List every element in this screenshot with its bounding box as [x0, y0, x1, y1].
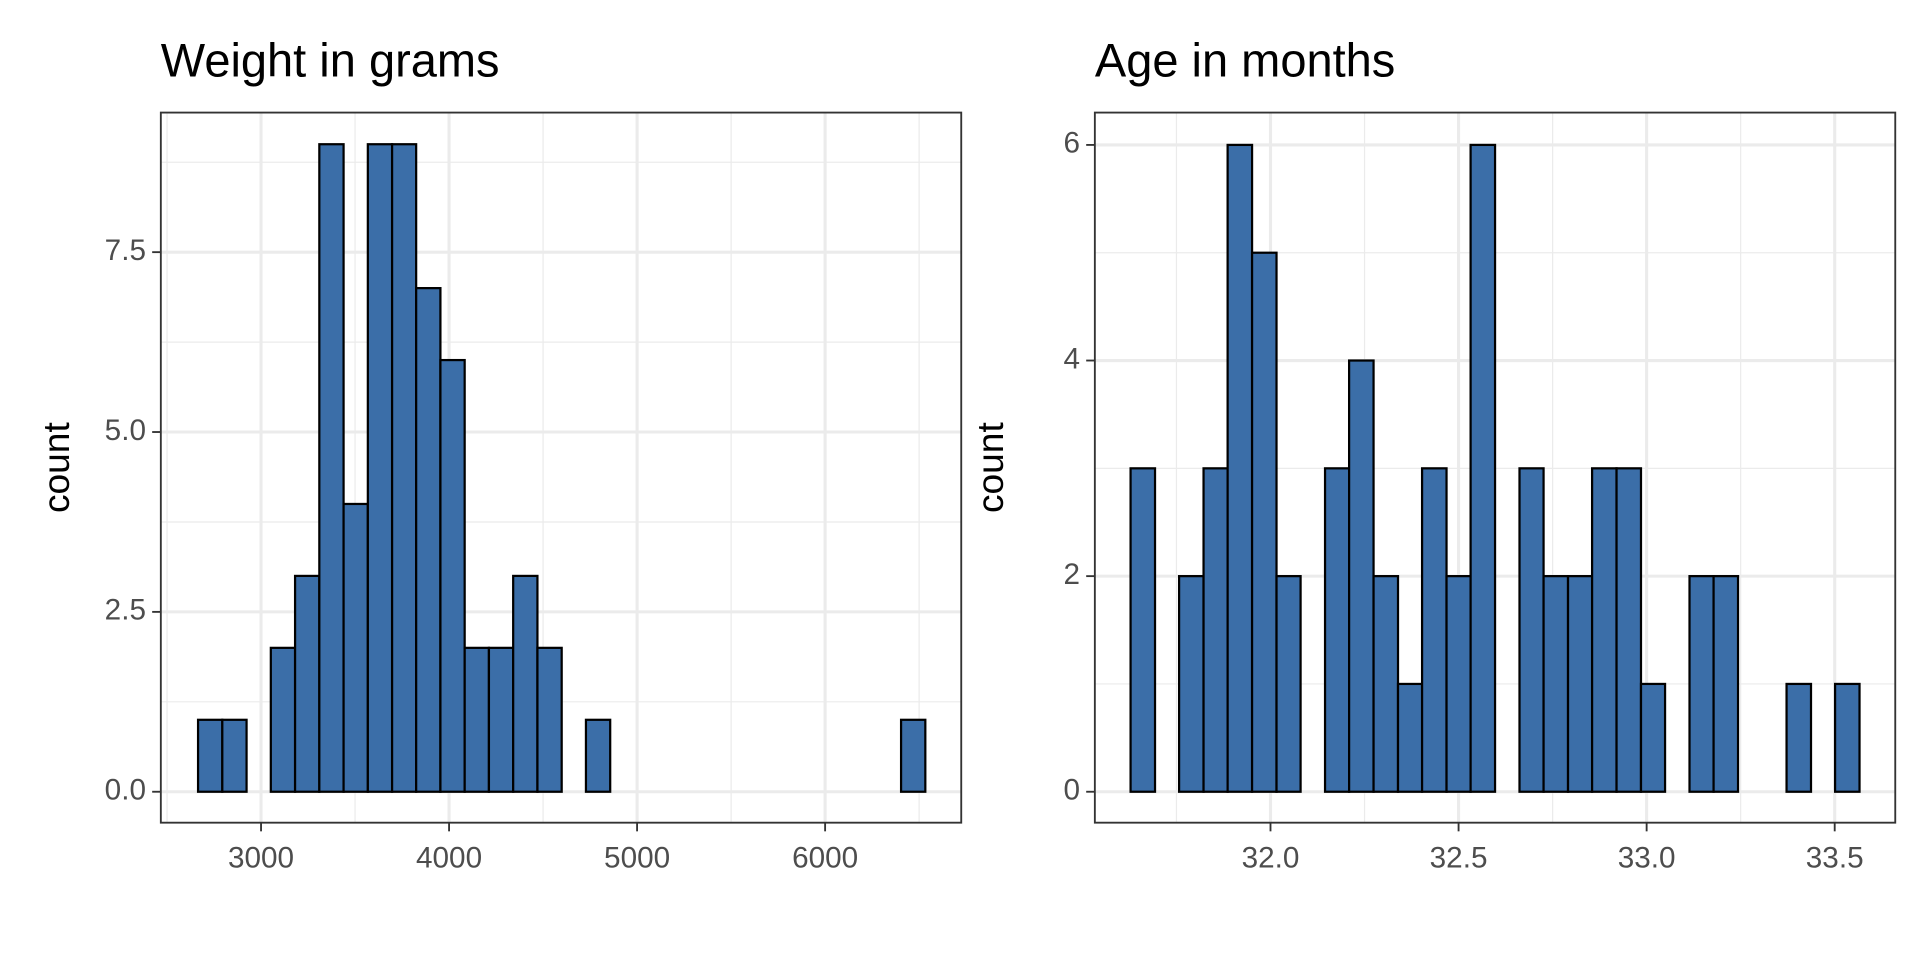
bar: [1833, 682, 1861, 793]
bar: [487, 646, 515, 793]
bar: [899, 718, 927, 793]
bar: [1566, 575, 1594, 793]
bar: [1347, 359, 1375, 793]
chart-title: Weight in grams: [161, 34, 500, 87]
bar: [1542, 575, 1570, 793]
x-tick-label: 33.5: [1806, 842, 1864, 875]
bar: [463, 646, 491, 793]
panel-border: [1093, 111, 1897, 824]
bar: [1226, 143, 1254, 793]
x-tick-label: 6000: [792, 842, 858, 875]
y-tick-label: 2: [1063, 558, 1080, 591]
bar: [1420, 467, 1448, 793]
y-tick-label: 4: [1063, 342, 1080, 375]
bar: [1615, 467, 1643, 793]
x-tick-label: 32.0: [1242, 842, 1300, 875]
bar: [1129, 467, 1157, 793]
bar: [415, 287, 442, 793]
bar: [512, 574, 539, 793]
bar: [196, 718, 224, 793]
y-tick-label: 2.5: [105, 594, 146, 627]
bar: [1177, 575, 1205, 793]
bar: [439, 358, 466, 793]
bar: [1396, 682, 1424, 793]
bar: [318, 143, 345, 793]
bar: [536, 646, 563, 793]
bar: [584, 718, 612, 793]
y-tick-label: 7.5: [105, 234, 146, 267]
y-tick-label: 5.0: [105, 414, 146, 447]
x-tick-label: 5000: [604, 842, 670, 875]
bar: [1202, 467, 1229, 793]
bar: [1639, 682, 1667, 793]
bar: [1518, 467, 1545, 793]
bar: [1323, 467, 1351, 793]
panel-border: [159, 111, 963, 824]
y-tick-label: 6: [1063, 127, 1080, 160]
bar: [293, 574, 321, 793]
bar: [1250, 251, 1278, 793]
x-tick-label: 4000: [416, 842, 482, 875]
x-tick-label: 32.5: [1430, 842, 1488, 875]
y-axis-label: count: [969, 422, 1011, 513]
bar: [1275, 575, 1302, 793]
bar: [1785, 682, 1813, 793]
bar: [1688, 575, 1715, 793]
y-tick-label: 0: [1063, 774, 1080, 807]
bar: [342, 502, 369, 793]
bar: [1712, 575, 1740, 793]
bar: [366, 143, 394, 793]
y-axis-label: count: [35, 422, 77, 513]
bar: [1445, 575, 1472, 793]
bar: [269, 646, 297, 793]
bar: [1372, 575, 1400, 793]
x-tick-label: 33.0: [1618, 842, 1676, 875]
bar: [1590, 467, 1618, 793]
bar: [221, 718, 248, 793]
y-tick-label: 0.0: [105, 774, 146, 807]
x-tick-label: 3000: [228, 842, 294, 875]
bar: [390, 143, 418, 793]
bar: [1469, 143, 1497, 793]
chart-title: Age in months: [1095, 34, 1395, 87]
